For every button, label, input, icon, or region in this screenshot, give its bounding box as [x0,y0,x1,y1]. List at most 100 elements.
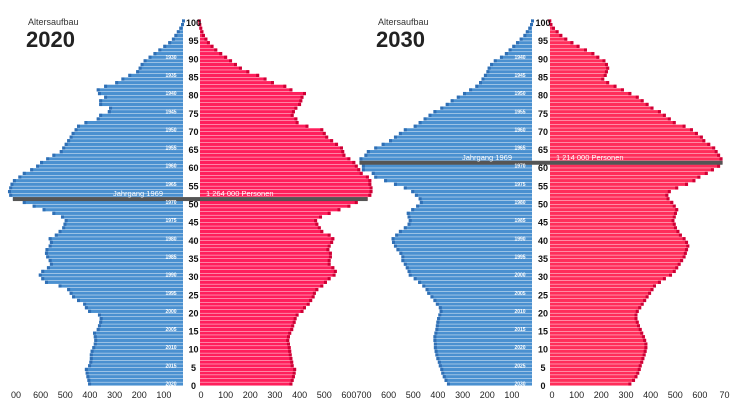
outline-male-age-59 [30,168,34,172]
age-tick: 85 [538,72,548,82]
bar-male-age-93 [163,44,183,48]
bar-female-age-49 [550,204,676,208]
bar-female-age-25 [550,291,652,295]
bar-male-age-33 [49,262,183,266]
bar-male-age-49 [32,204,183,208]
bar-male-age-22 [435,302,533,306]
outline-male-age-99 [181,23,185,27]
outline-male-age-89 [493,59,497,63]
bar-male-age-50 [419,200,532,205]
bar-female-age-91 [550,52,595,56]
chart-title: 2030 [376,27,425,52]
bar-female-age-30 [200,273,336,277]
bar-male-age-55 [393,182,532,186]
outline-female-age-81 [620,88,624,92]
outline-male-age-93 [163,44,167,48]
bar-male-age-23 [77,298,183,303]
chart-pretitle: Altersaufbau [28,17,79,27]
outline-female-age-48 [675,208,679,212]
outline-female-age-34 [680,258,684,263]
bar-male-age-51 [418,197,532,201]
outline-female-age-34 [327,258,331,263]
bar-female-age-84 [550,77,605,81]
age-tick: 80 [538,91,548,101]
outline-male-age-86 [136,70,140,74]
bar-male-age-0 [446,382,532,386]
bar-female-age-82 [550,84,617,88]
outline-female-age-62 [719,157,723,161]
outline-male-age-45 [64,219,68,223]
bar-male-age-71 [413,124,532,128]
bar-male-age-81 [96,88,183,92]
bar-female-age-86 [200,70,250,74]
outline-male-age-38 [48,244,52,248]
outline-female-age-68 [325,135,329,139]
outline-male-age-24 [72,295,76,299]
bar-female-age-12 [200,338,290,342]
bar-female-age-64 [550,150,718,154]
bar-female-age-29 [550,277,666,281]
bar-female-age-58 [200,171,363,176]
bar-male-age-30 [38,273,183,277]
bar-male-age-41 [54,233,183,237]
bar-male-age-25 [427,291,532,295]
outline-female-age-96 [559,33,563,38]
outline-male-age-25 [427,291,431,295]
outline-female-age-56 [368,179,372,183]
outline-male-age-9 [90,349,94,353]
birth-year-label: 1950 [165,127,176,133]
bar-male-age-24 [430,295,532,299]
bar-female-age-18 [200,317,297,321]
age-tick: 90 [188,54,198,64]
outline-male-age-43 [403,226,407,230]
bar-female-age-41 [550,233,682,237]
outline-female-age-5 [638,364,642,368]
chart-title: 2020 [26,27,75,52]
birth-year-label: 2010 [514,309,525,315]
age-tick: 95 [538,36,548,46]
bar-male-age-68 [393,135,532,139]
outline-male-age-19 [97,313,101,317]
outline-female-age-43 [317,226,321,230]
bar-female-age-48 [200,208,341,212]
outline-male-age-99 [530,23,534,27]
outline-male-age-98 [179,26,183,30]
outline-male-age-30 [408,273,412,277]
bar-female-age-60 [550,164,721,168]
age-tick: 90 [538,54,548,64]
outline-male-age-80 [97,91,101,96]
bar-female-age-87 [200,66,242,70]
bar-male-age-14 [93,331,183,335]
outline-male-age-32 [46,266,50,270]
outline-male-age-40 [48,237,52,241]
birth-year-label: 2000 [165,309,176,315]
bar-male-age-39 [391,240,532,244]
x-tick-right: 300 [267,390,282,400]
bar-female-age-81 [200,88,293,92]
bar-male-age-56 [384,179,532,183]
birth-year-label: 1975 [165,218,176,224]
bar-female-age-65 [550,146,716,150]
bar-female-age-35 [200,255,332,259]
bar-female-age-9 [550,349,647,353]
bar-male-age-78 [99,99,183,103]
outline-male-age-31 [41,269,45,274]
x-tick-left: 300 [107,390,122,400]
outline-male-age-37 [45,248,49,252]
outline-female-age-65 [339,146,343,150]
birth-year-label: 2020 [514,345,525,351]
bar-female-age-85 [200,73,260,77]
bar-male-age-91 [153,52,183,56]
outline-male-age-67 [67,139,71,143]
bar-female-age-59 [200,168,361,172]
bar-female-age-71 [550,124,686,128]
outline-female-age-83 [270,81,274,85]
bar-male-age-20 [88,309,183,313]
outline-male-age-88 [490,62,494,67]
outline-male-age-30 [38,273,42,277]
bar-male-age-17 [436,320,532,324]
x-tick-left: 00 [11,390,21,400]
outline-female-age-17 [292,320,296,324]
bar-female-age-22 [200,302,310,306]
bar-male-age-46 [407,215,532,219]
